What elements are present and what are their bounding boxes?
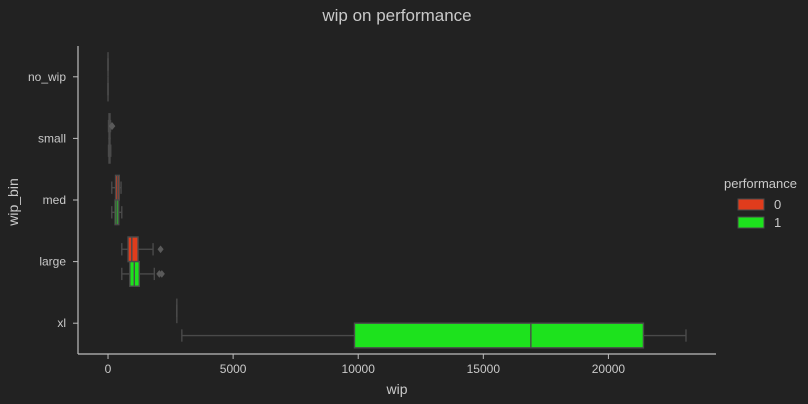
chart-title: wip on performance [321,6,471,25]
box-small-perf-1 [107,137,112,164]
y-tick-label: large [39,255,66,269]
y-tick-label: small [38,131,66,145]
box-med-perf-0 [111,174,122,201]
outlier-point [109,122,116,130]
legend-title: performance [724,176,797,191]
y-axis-label: wip_bin [5,178,21,226]
legend: performance 0 1 [724,176,797,230]
y-tick-label: no_wip [28,70,66,84]
x-tick-label: 20000 [592,362,626,376]
x-axis-label: wip [385,381,407,397]
y-tick-label: xl [57,316,66,330]
outlier-point [158,270,165,278]
box-large-perf-0 [121,236,164,263]
box-large-perf-1 [121,260,165,287]
iqr-box [353,322,645,349]
legend-swatch-0 [737,198,765,211]
legend-swatch-1 [737,216,765,229]
box-small-perf-0 [107,113,116,140]
x-tick-label: 15000 [467,362,501,376]
x-tick-label: 5000 [220,362,247,376]
x-tick-label: 10000 [342,362,376,376]
y-tick-label: med [43,193,66,207]
legend-label-0: 0 [774,197,781,212]
x-ticks: 0 5000 10000 15000 20000 [105,354,626,376]
box-med-perf-1 [111,199,123,226]
boxes [107,52,687,349]
iqr-box [127,236,139,263]
legend-label-1: 1 [774,215,781,230]
outlier-point [157,245,164,254]
box-xl-perf-1 [181,322,687,349]
x-tick-label: 0 [105,362,112,376]
